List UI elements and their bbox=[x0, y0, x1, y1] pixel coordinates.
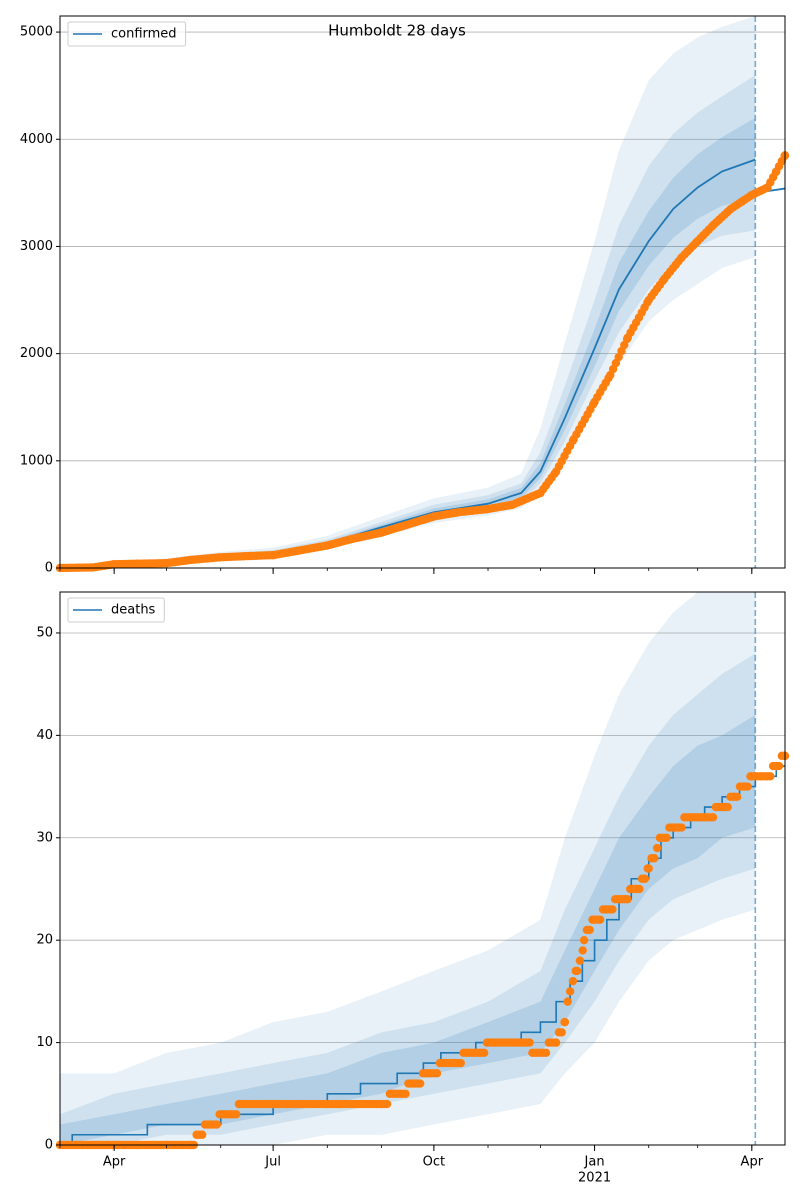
confirmed-ytick-label: 3000 bbox=[20, 239, 53, 254]
deaths-legend-box bbox=[67, 597, 165, 623]
deaths-observed-point bbox=[565, 987, 575, 996]
confirmed-y-axis: 0 1000 2000 3000 4000 5000 bbox=[20, 25, 60, 576]
deaths-observed-point bbox=[432, 1069, 442, 1078]
confirmed-legend: confirmed bbox=[67, 21, 187, 47]
deaths-plot-frame bbox=[59, 591, 786, 1146]
deaths-band-outer bbox=[60, 592, 756, 1145]
deaths-observed-point bbox=[198, 1130, 207, 1139]
deaths-observed-point bbox=[774, 761, 784, 771]
confirmed-ytick-label: 0 bbox=[45, 561, 53, 576]
deaths-observed-point bbox=[635, 884, 644, 894]
deaths-observed-point bbox=[732, 792, 742, 802]
deaths-observed-point bbox=[644, 864, 653, 873]
deaths-observed-point bbox=[677, 823, 686, 832]
deaths-observed-point bbox=[652, 843, 662, 853]
deaths-observed-point bbox=[382, 1099, 392, 1109]
deaths-observed-point bbox=[723, 802, 732, 812]
deaths-observed-point bbox=[572, 966, 582, 976]
confirmed-x-axis bbox=[59, 568, 753, 574]
deaths-observed-point bbox=[416, 1079, 425, 1088]
deaths-observed-point bbox=[456, 1058, 465, 1068]
deaths-observed-point bbox=[579, 935, 589, 945]
deaths-y-axis: 0 10 20 30 40 50 bbox=[36, 625, 60, 1153]
confirmed-legend-label: confirmed bbox=[111, 27, 177, 42]
confirmed-ytick-label: 4000 bbox=[20, 132, 53, 147]
deaths-observed-point bbox=[568, 976, 578, 986]
deaths-observed-point bbox=[551, 1038, 561, 1047]
deaths-ytick-label: 10 bbox=[36, 1035, 53, 1050]
deaths-ytick-label: 40 bbox=[36, 728, 53, 743]
deaths-observed-point bbox=[212, 1120, 222, 1129]
deaths-ytick-label: 50 bbox=[36, 625, 53, 640]
deaths-xtick-year-label: 2021 bbox=[578, 1171, 611, 1186]
confirmed-ytick-label: 2000 bbox=[20, 346, 53, 361]
deaths-xtick-label: Jul bbox=[264, 1155, 281, 1170]
deaths-observed-point bbox=[608, 905, 617, 914]
deaths-observed-point bbox=[766, 772, 775, 781]
deaths-observed-point bbox=[595, 915, 605, 924]
confirmed-ytick-label: 5000 bbox=[20, 25, 53, 40]
deaths-xtick-label: Oct bbox=[423, 1155, 445, 1170]
deaths-observed-point bbox=[585, 925, 594, 935]
deaths-ytick-label: 30 bbox=[36, 830, 53, 845]
figure-title: Humboldt 28 days bbox=[328, 22, 466, 40]
deaths-observed-point bbox=[563, 997, 572, 1006]
deaths-observed-point bbox=[578, 946, 587, 955]
confirmed-panel: 0 1000 2000 3000 4000 5000 confirmed bbox=[20, 15, 790, 576]
confirmed-ytick-label: 1000 bbox=[20, 453, 53, 468]
deaths-observed-point bbox=[401, 1089, 410, 1098]
deaths-ytick-label: 20 bbox=[36, 933, 53, 948]
deaths-observed-point bbox=[557, 1028, 566, 1037]
deaths-observed-point bbox=[662, 833, 671, 842]
deaths-observed-point bbox=[575, 956, 585, 965]
deaths-xtick-label: Apr bbox=[741, 1155, 764, 1170]
deaths-observed-point bbox=[541, 1048, 551, 1058]
deaths-observed-point bbox=[743, 782, 752, 791]
deaths-band-inner bbox=[60, 714, 756, 1145]
deaths-observed-point bbox=[623, 895, 632, 904]
deaths-observed-point bbox=[231, 1110, 241, 1119]
deaths-observed-point bbox=[640, 874, 650, 883]
deaths-observed-point bbox=[525, 1038, 534, 1047]
deaths-xtick-label: Jan bbox=[584, 1155, 605, 1170]
deaths-observed-point bbox=[708, 813, 718, 822]
deaths-observed-point bbox=[560, 1017, 570, 1027]
deaths-observed-point bbox=[650, 854, 659, 863]
confirmed-legend-box bbox=[67, 21, 187, 47]
deaths-legend-label: deaths bbox=[111, 603, 156, 618]
confirmed-band-middle bbox=[60, 74, 756, 569]
deaths-xtick-label: Apr bbox=[103, 1155, 126, 1170]
deaths-observed-points bbox=[55, 751, 790, 1150]
deaths-legend: deaths bbox=[67, 597, 165, 623]
deaths-ytick-label: 0 bbox=[45, 1138, 53, 1153]
confirmed-plot-frame bbox=[59, 15, 786, 569]
deaths-observed-point bbox=[479, 1048, 489, 1058]
confirmed-observed-points bbox=[55, 151, 790, 573]
